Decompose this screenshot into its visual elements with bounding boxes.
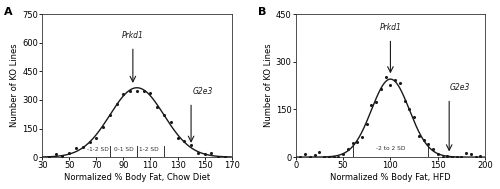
Point [354, 140, 362, 143]
Point [448, 156, 456, 159]
Point [301, 152, 309, 155]
Y-axis label: Number of KO Lines: Number of KO Lines [10, 44, 20, 127]
Point [86, 141, 94, 144]
Point [58, 154, 66, 157]
Point [372, 100, 380, 103]
Point [140, 90, 147, 93]
Point [79, 146, 87, 149]
Point [72, 147, 80, 150]
Point [458, 156, 466, 159]
Text: B: B [258, 7, 266, 17]
Point [65, 151, 73, 154]
Point [208, 151, 216, 154]
Point [99, 125, 107, 129]
Point [187, 143, 195, 146]
Point [462, 152, 470, 155]
Text: 0-1 SD: 0-1 SD [114, 147, 133, 152]
Text: -1-2 SD: -1-2 SD [87, 147, 108, 152]
Point [415, 134, 423, 137]
Point [438, 156, 446, 159]
Point [146, 91, 154, 94]
Point [467, 153, 475, 156]
Point [160, 114, 168, 117]
Point [330, 156, 338, 159]
Y-axis label: Number of KO Lines: Number of KO Lines [264, 44, 273, 127]
Point [377, 87, 385, 90]
Point [194, 152, 202, 155]
Text: Prkd1: Prkd1 [122, 31, 144, 40]
Text: Prkd1: Prkd1 [380, 23, 402, 32]
Point [45, 156, 53, 159]
Text: 1-2 SD: 1-2 SD [140, 147, 159, 152]
Point [391, 79, 399, 82]
Point [406, 108, 413, 111]
Point [106, 114, 114, 117]
Point [120, 92, 128, 95]
Text: A: A [4, 7, 13, 17]
Point [476, 155, 484, 158]
X-axis label: Normalized % Body Fat, Chow Diet: Normalized % Body Fat, Chow Diet [64, 173, 210, 182]
X-axis label: Normalized % Body Fat, HFD: Normalized % Body Fat, HFD [330, 173, 450, 182]
Point [472, 156, 480, 159]
Point [167, 121, 175, 124]
Point [362, 122, 370, 125]
Text: G2e3: G2e3 [450, 83, 470, 92]
Text: -2 to 2 SD: -2 to 2 SD [376, 146, 405, 151]
Point [400, 100, 408, 103]
Point [424, 142, 432, 145]
Point [316, 150, 324, 153]
Point [310, 153, 318, 156]
Point [133, 89, 141, 92]
Point [306, 156, 314, 159]
Point [368, 104, 376, 107]
Point [334, 156, 342, 159]
Point [434, 153, 442, 156]
Text: G2e3: G2e3 [192, 88, 213, 96]
Point [214, 156, 222, 159]
Point [52, 153, 60, 156]
Point [325, 155, 333, 158]
Point [453, 156, 461, 159]
Point [174, 136, 182, 139]
Point [92, 136, 100, 139]
Point [429, 147, 437, 150]
Point [112, 102, 120, 105]
Point [221, 155, 229, 158]
Point [153, 105, 161, 108]
Point [444, 155, 452, 158]
Point [396, 82, 404, 85]
Point [200, 152, 208, 155]
Point [320, 155, 328, 158]
Point [126, 89, 134, 92]
Point [296, 156, 304, 159]
Point [420, 139, 428, 142]
Point [344, 147, 352, 150]
Point [180, 140, 188, 143]
Point [410, 115, 418, 118]
Point [382, 75, 390, 78]
Point [358, 135, 366, 138]
Point [339, 152, 347, 155]
Point [348, 142, 356, 145]
Point [386, 83, 394, 86]
